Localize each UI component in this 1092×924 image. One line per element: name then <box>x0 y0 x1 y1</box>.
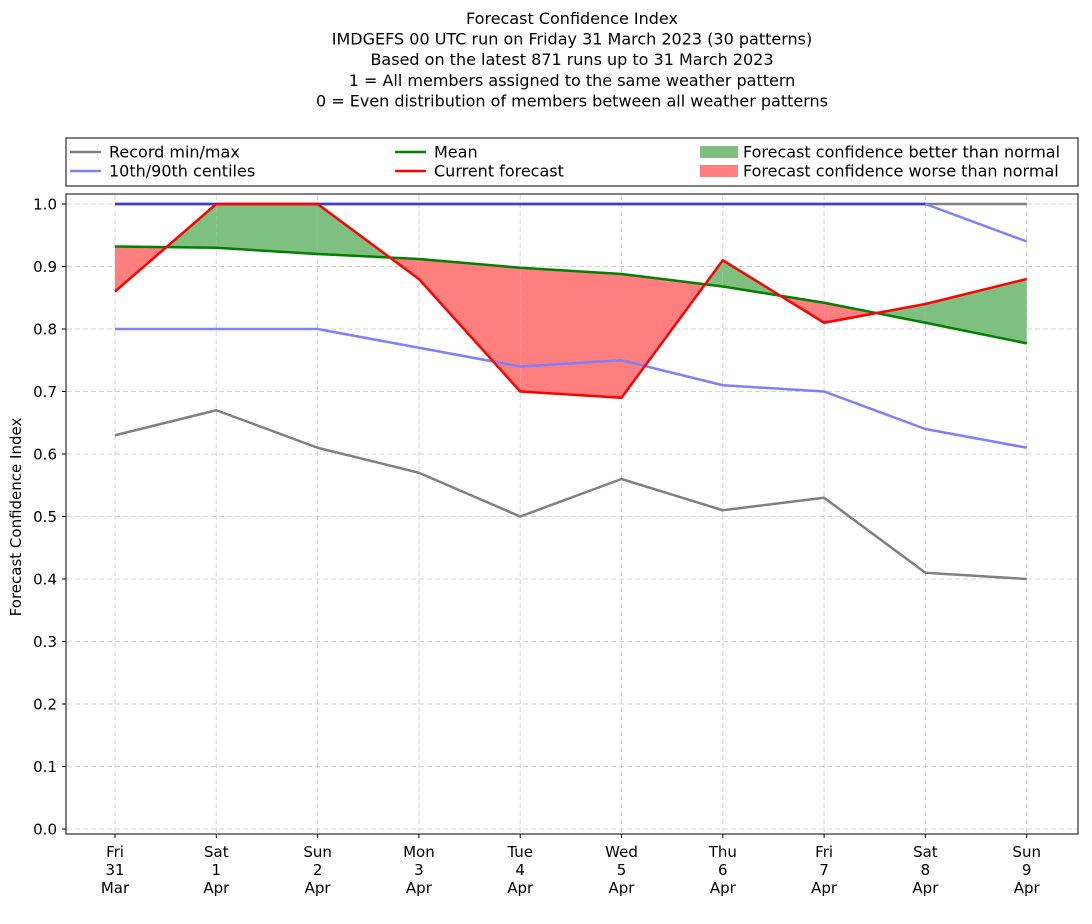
x-tick-label: 6 <box>718 861 728 879</box>
title-line: Forecast Confidence Index <box>466 9 678 28</box>
x-tick-label: Fri <box>815 843 833 861</box>
x-tick-label: Sun <box>1012 843 1041 861</box>
y-tick-label: 0.9 <box>33 258 57 276</box>
centile-10th-line <box>115 327 1027 449</box>
legend-patch-swatch <box>700 146 738 158</box>
x-tick-label: Thu <box>708 843 737 861</box>
y-tick-label: 0.0 <box>33 821 57 839</box>
x-tick-label: Apr <box>609 879 636 897</box>
title-line: 0 = Even distribution of members between… <box>316 91 828 110</box>
y-tick-label: 0.8 <box>33 321 57 339</box>
x-tick-label: Mon <box>403 843 435 861</box>
record-min-line <box>114 409 1027 581</box>
worse-than-normal-area <box>418 259 521 392</box>
x-tick-label: 4 <box>515 861 525 879</box>
title-line: Based on the latest 871 runs up to 31 Ma… <box>370 50 773 69</box>
legend-label: Record min/max <box>109 143 240 162</box>
y-tick-label: 1.0 <box>33 196 57 214</box>
x-tick-label: Apr <box>305 879 332 897</box>
series-lines <box>114 202 1028 581</box>
x-tick-label: Apr <box>203 879 230 897</box>
better-than-normal-area <box>216 204 318 254</box>
title-line: IMDGEFS 00 UTC run on Friday 31 March 20… <box>332 30 812 49</box>
current-forecast-line <box>114 202 1027 399</box>
x-tick-label: 31 <box>105 861 124 879</box>
x-tick-label: 7 <box>819 861 829 879</box>
x-tick-label: Fri <box>106 843 124 861</box>
y-tick-label: 0.1 <box>33 758 57 776</box>
legend-label: Mean <box>434 143 478 162</box>
x-tick-label: Apr <box>811 879 838 897</box>
x-axis-ticks: Fri31MarSat1AprSun2AprMon3AprTue4AprWed5… <box>101 834 1041 897</box>
legend-frame <box>65 137 1079 187</box>
legend-label: Forecast confidence worse than normal <box>743 162 1059 181</box>
better-than-normal-area <box>876 304 926 323</box>
worse-than-normal-area <box>520 267 622 398</box>
worse-than-normal-area <box>824 302 877 323</box>
legend-label: Forecast confidence better than normal <box>743 143 1060 162</box>
x-tick-label: Apr <box>406 879 433 897</box>
x-tick-label: 1 <box>212 861 222 879</box>
x-tick-label: 2 <box>313 861 323 879</box>
y-tick-label: 0.2 <box>33 696 57 714</box>
x-tick-label: Apr <box>507 879 534 897</box>
x-tick-label: Sat <box>913 843 938 861</box>
x-tick-label: Wed <box>605 843 638 861</box>
y-axis-label: Forecast Confidence Index <box>7 418 25 617</box>
chart-title: Forecast Confidence Index IMDGEFS 00 UTC … <box>316 9 828 110</box>
y-tick-label: 0.4 <box>33 571 57 589</box>
x-tick-label: 9 <box>1022 861 1032 879</box>
y-axis-ticks: 0.0 0.1 0.2 0.3 0.4 0.5 0.6 0.7 0.8 0.9 1.0 <box>33 196 66 839</box>
x-tick-label: Tue <box>506 843 533 861</box>
title-line: 1 = All members assigned to the same wea… <box>349 71 796 90</box>
plot-frame <box>65 193 1079 835</box>
confidence-fill <box>115 204 1027 398</box>
x-tick-label: Apr <box>912 879 939 897</box>
x-tick-label: Apr <box>1014 879 1041 897</box>
y-tick-label: 0.6 <box>33 446 57 464</box>
worse-than-normal-area <box>621 274 706 398</box>
x-tick-label: Sat <box>204 843 229 861</box>
x-tick-label: 8 <box>921 861 931 879</box>
x-tick-label: 5 <box>617 861 627 879</box>
x-tick-label: Apr <box>710 879 737 897</box>
x-tick-label: 3 <box>414 861 424 879</box>
y-tick-label: 0.7 <box>33 383 57 401</box>
legend-label: 10th/90th centiles <box>109 162 255 181</box>
x-tick-label: Sun <box>303 843 332 861</box>
x-tick-label: Mar <box>101 879 130 897</box>
y-tick-label: 0.3 <box>33 633 57 651</box>
legend-patch-swatch <box>700 165 738 177</box>
legend-label: Current forecast <box>434 162 564 181</box>
y-tick-label: 0.5 <box>33 508 57 526</box>
